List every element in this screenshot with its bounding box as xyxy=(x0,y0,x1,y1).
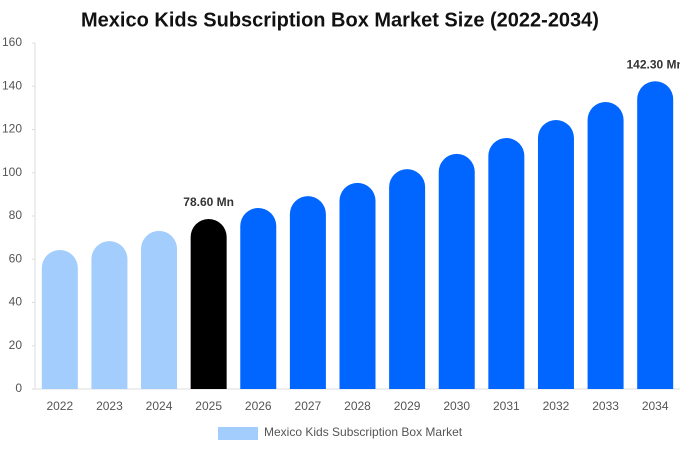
x-tick-label: 2031 xyxy=(493,399,520,413)
legend-swatch xyxy=(218,427,258,440)
bar xyxy=(141,230,178,389)
x-tick-label: 2023 xyxy=(96,399,123,413)
y-tick-label: 100 xyxy=(2,165,22,179)
bar xyxy=(488,137,525,389)
bar xyxy=(240,207,277,389)
y-tick-label: 40 xyxy=(9,295,23,309)
bar xyxy=(41,249,78,389)
y-tick-label: 20 xyxy=(9,338,23,352)
value-label: 142.30 Mn xyxy=(627,57,680,71)
bar xyxy=(438,153,475,389)
x-tick-label: 2022 xyxy=(46,399,73,413)
bar xyxy=(190,219,227,389)
x-tick-label: 2034 xyxy=(642,399,669,413)
x-tick-label: 2025 xyxy=(195,399,222,413)
y-tick-label: 120 xyxy=(2,122,22,136)
x-tick-label: 2024 xyxy=(146,399,173,413)
bar xyxy=(389,169,426,389)
x-tick-label: 2029 xyxy=(394,399,421,413)
x-tick-label: 2027 xyxy=(295,399,322,413)
x-tick-label: 2030 xyxy=(443,399,470,413)
bar xyxy=(537,119,574,390)
x-tick-label: 2026 xyxy=(245,399,272,413)
bar xyxy=(91,241,128,389)
y-tick-label: 140 xyxy=(2,78,22,92)
x-tick-label: 2032 xyxy=(543,399,570,413)
x-tick-label: 2033 xyxy=(592,399,619,413)
y-tick-label: 160 xyxy=(2,35,22,49)
y-tick-label: 60 xyxy=(9,251,23,265)
value-label: 78.60 Mn xyxy=(183,195,234,209)
legend-label: Mexico Kids Subscription Box Market xyxy=(264,425,463,439)
bar xyxy=(587,102,624,389)
bar xyxy=(637,81,674,390)
chart-title: Mexico Kids Subscription Box Market Size… xyxy=(81,9,599,31)
bar xyxy=(339,182,376,389)
y-tick-label: 80 xyxy=(9,208,23,222)
bar xyxy=(289,196,326,389)
x-tick-label: 2028 xyxy=(344,399,371,413)
y-tick-label: 0 xyxy=(15,381,22,395)
